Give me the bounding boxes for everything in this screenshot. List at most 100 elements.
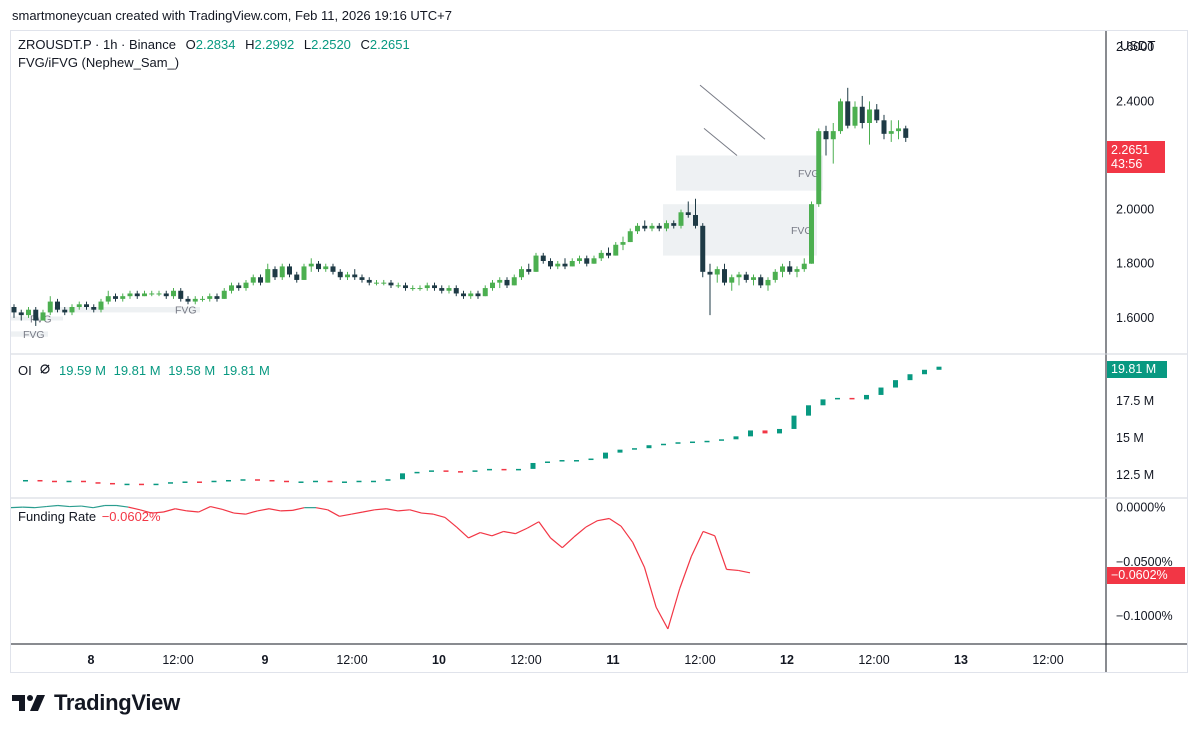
fvg-zone-label: FVG: [175, 305, 197, 317]
price-candle-body: [656, 225, 662, 229]
funding-axis-tick: 0.0000%: [1116, 501, 1165, 515]
fvg-zone: [11, 331, 48, 337]
oi-bar: [81, 480, 86, 483]
price-candle-body: [330, 266, 336, 272]
hidden-eye-icon[interactable]: [39, 363, 51, 378]
oi-bar: [400, 473, 405, 480]
oi-bars: [23, 366, 942, 486]
open-label: O: [185, 37, 196, 52]
price-candle-body: [490, 282, 495, 289]
low-value: 2.2520: [311, 37, 351, 52]
oi-value-2: 19.81 M: [113, 363, 161, 378]
price-candle-body: [671, 223, 677, 226]
funding-segment: [81, 505, 94, 509]
funding-segment: [643, 567, 657, 608]
high-label: H: [245, 37, 255, 52]
oi-bar: [197, 481, 202, 483]
funding-segment: [444, 516, 458, 528]
funding-segment: [116, 504, 129, 508]
price-candle-body: [84, 304, 89, 307]
price-candle-body: [772, 271, 778, 280]
price-candle-body: [142, 293, 147, 297]
price-candle-body: [475, 293, 481, 297]
symbol-legend[interactable]: ZROUSDT.P · 1h · Binance O2.2834 H2.2992…: [18, 37, 410, 52]
indicator-legend[interactable]: FVG/iFVG (Nephew_Sam_): [18, 55, 179, 70]
oi-bar: [864, 394, 869, 400]
funding-segment: [175, 508, 188, 512]
indicator-name[interactable]: FVG/iFVG (Nephew_Sam_): [18, 55, 180, 70]
price-candle-body: [446, 288, 452, 291]
price-candle-body: [693, 215, 698, 226]
price-candle-body: [272, 269, 278, 278]
oi-label[interactable]: OI: [18, 363, 32, 378]
price-candle-body: [519, 269, 524, 278]
x-axis-labels: 8 12:00 9 12:00 10 12:00 11 12:00 12 12:00 13 12:00: [88, 653, 1064, 667]
price-candle-body: [163, 293, 169, 297]
price-candle-body: [69, 307, 75, 313]
oi-bar: [516, 468, 521, 471]
time-axis-tick: 12:00: [510, 653, 541, 667]
price-candle-body: [678, 212, 684, 226]
tradingview-wordmark: TradingView: [54, 690, 180, 715]
funding-segment: [221, 508, 235, 514]
price-candle-body: [98, 301, 104, 310]
oi-bar: [52, 480, 57, 483]
fvg-zone-label: FVG: [23, 329, 45, 341]
price-candle-body: [258, 277, 263, 283]
funding-segment: [738, 569, 751, 574]
oi-legend[interactable]: OI 19.59 M 19.81 M 19.58 M 19.81 M: [18, 363, 270, 378]
price-candle-body: [366, 279, 372, 283]
symbol-name[interactable]: ZROUSDT.P · 1h · Binance: [18, 37, 176, 52]
funding-segment: [679, 556, 692, 590]
funding-legend[interactable]: Funding Rate −0.0602%: [18, 509, 161, 524]
price-candle-body: [417, 288, 423, 290]
currency-label[interactable]: USDT: [1120, 38, 1156, 53]
price-candle-body: [497, 279, 503, 283]
last-price-value: 2.2651: [1111, 143, 1150, 157]
oi-bar: [298, 481, 304, 483]
oi-bar: [501, 468, 507, 471]
price-candle-body: [845, 101, 851, 126]
wedge-trendline: [703, 128, 738, 156]
funding-label[interactable]: Funding Rate: [18, 509, 97, 524]
price-candle-body: [714, 269, 720, 275]
price-candle-body: [243, 282, 249, 289]
last-price-tag: 2.2651 43:56: [1107, 141, 1165, 173]
price-candle-body: [591, 258, 597, 264]
oi-bar: [545, 461, 550, 463]
price-candle-body: [323, 266, 329, 270]
price-candle-body: [598, 252, 604, 259]
funding-segment: [409, 509, 422, 514]
price-candle-body: [700, 225, 706, 272]
price-candle-body: [149, 293, 155, 295]
price-candle-body: [838, 101, 843, 132]
oi-bar: [646, 445, 652, 449]
price-candle-body: [584, 258, 590, 264]
price-candle-body: [229, 285, 234, 291]
wedge-trendline: [699, 84, 766, 140]
oi-bar: [632, 448, 637, 450]
price-candle-body: [896, 128, 901, 132]
oi-bar: [284, 480, 289, 483]
price-candle-body: [729, 277, 735, 283]
price-candle-body: [758, 277, 764, 286]
price-candle-body: [294, 274, 300, 280]
funding-segment: [608, 517, 622, 527]
price-candle-body: [736, 274, 742, 278]
price-candle-body: [308, 263, 314, 267]
price-candle-body: [62, 309, 68, 313]
price-candle-body: [787, 266, 793, 272]
price-candle-body: [562, 263, 568, 267]
oi-bar: [182, 481, 188, 483]
tradingview-logo[interactable]: TradingView: [12, 690, 180, 716]
price-candle-body: [359, 277, 365, 280]
funding-segment: [632, 542, 645, 568]
funding-segment: [667, 588, 681, 630]
price-candle-body: [816, 131, 822, 205]
price-candle-body: [120, 296, 126, 299]
price-candle-body: [526, 269, 532, 272]
time-axis-tick: 11: [606, 653, 619, 667]
funding-segment: [585, 520, 598, 528]
price-candle-body: [867, 109, 872, 123]
